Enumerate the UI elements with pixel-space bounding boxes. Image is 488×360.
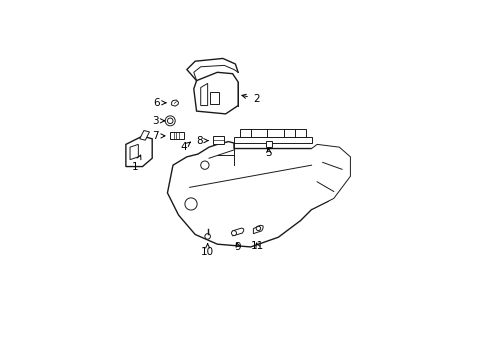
Text: 3: 3 — [151, 116, 164, 126]
Polygon shape — [130, 144, 138, 159]
Circle shape — [204, 234, 210, 239]
Polygon shape — [253, 225, 263, 234]
Polygon shape — [125, 136, 152, 167]
FancyBboxPatch shape — [210, 92, 218, 104]
Polygon shape — [200, 84, 207, 105]
Text: 8: 8 — [196, 136, 208, 146]
Polygon shape — [311, 144, 350, 210]
Text: 6: 6 — [153, 98, 165, 108]
Circle shape — [231, 231, 236, 235]
Polygon shape — [167, 141, 344, 247]
Polygon shape — [233, 138, 311, 143]
Polygon shape — [193, 72, 238, 114]
Polygon shape — [140, 131, 149, 140]
FancyBboxPatch shape — [213, 136, 224, 144]
Text: 5: 5 — [265, 148, 271, 158]
Polygon shape — [232, 228, 243, 236]
Text: 10: 10 — [201, 244, 214, 257]
Text: 1: 1 — [132, 155, 141, 172]
Circle shape — [165, 116, 175, 126]
Text: 11: 11 — [250, 241, 264, 251]
FancyBboxPatch shape — [170, 132, 183, 139]
Text: 7: 7 — [151, 131, 164, 141]
FancyBboxPatch shape — [265, 141, 271, 147]
Text: 2: 2 — [242, 94, 259, 104]
Polygon shape — [239, 129, 305, 138]
Polygon shape — [171, 100, 178, 106]
Text: 4: 4 — [181, 142, 190, 152]
Text: 9: 9 — [234, 242, 241, 252]
